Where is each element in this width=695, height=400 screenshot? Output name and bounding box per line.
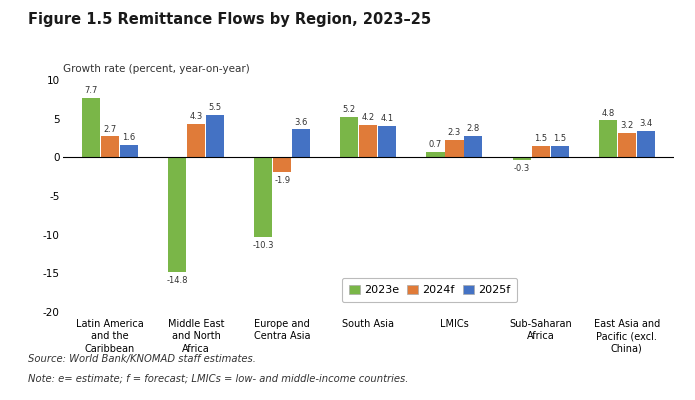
Text: 7.7: 7.7 — [84, 86, 98, 95]
Text: 2.8: 2.8 — [467, 124, 480, 133]
Text: 1.5: 1.5 — [534, 134, 547, 143]
Bar — [254, 157, 272, 237]
Bar — [445, 140, 464, 157]
Text: 4.3: 4.3 — [190, 112, 203, 121]
Text: 3.2: 3.2 — [620, 121, 633, 130]
Bar — [532, 146, 550, 157]
Bar — [120, 145, 138, 157]
Text: Source: World Bank/KNOMAD staff estimates.: Source: World Bank/KNOMAD staff estimate… — [28, 354, 256, 364]
Bar — [513, 157, 531, 160]
Text: Growth rate (percent, year-on-year): Growth rate (percent, year-on-year) — [63, 64, 250, 74]
Bar — [599, 120, 617, 157]
Text: -0.3: -0.3 — [514, 164, 530, 172]
Text: -10.3: -10.3 — [252, 241, 274, 250]
Bar — [378, 126, 396, 157]
Bar — [464, 136, 482, 157]
Text: Figure 1.5 Remittance Flows by Region, 2023–25: Figure 1.5 Remittance Flows by Region, 2… — [28, 12, 431, 27]
Bar — [101, 136, 119, 157]
Text: Note: e= estimate; f = forecast; LMICs = low- and middle-income countries.: Note: e= estimate; f = forecast; LMICs =… — [28, 374, 408, 384]
Text: 5.5: 5.5 — [208, 103, 222, 112]
Text: 3.6: 3.6 — [295, 118, 308, 127]
Bar — [273, 157, 291, 172]
Text: 4.8: 4.8 — [601, 108, 614, 118]
Text: 4.2: 4.2 — [362, 113, 375, 122]
Text: 1.6: 1.6 — [122, 133, 136, 142]
Legend: 2023e, 2024f, 2025f: 2023e, 2024f, 2025f — [342, 278, 517, 302]
Bar — [359, 125, 377, 157]
Text: 5.2: 5.2 — [343, 106, 356, 114]
Text: 2.7: 2.7 — [104, 125, 117, 134]
Text: -14.8: -14.8 — [166, 276, 188, 285]
Bar — [618, 132, 636, 157]
Bar — [292, 130, 310, 157]
Bar — [637, 131, 655, 157]
Bar — [550, 146, 569, 157]
Text: 3.4: 3.4 — [639, 119, 653, 128]
Bar — [187, 124, 205, 157]
Text: 4.1: 4.1 — [381, 114, 394, 123]
Text: 0.7: 0.7 — [429, 140, 442, 149]
Bar — [341, 117, 359, 157]
Text: 2.3: 2.3 — [448, 128, 461, 137]
Bar — [427, 152, 445, 157]
Bar — [206, 115, 224, 157]
Text: 1.5: 1.5 — [553, 134, 566, 143]
Text: -1.9: -1.9 — [274, 176, 291, 185]
Bar — [168, 157, 186, 272]
Bar — [82, 98, 100, 157]
